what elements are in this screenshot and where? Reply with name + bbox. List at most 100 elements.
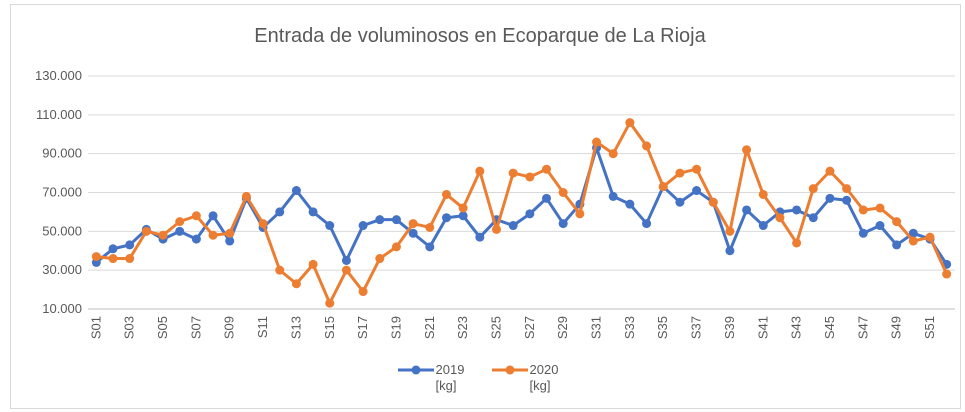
chart-border (10, 4, 961, 409)
point (125, 240, 135, 250)
point (358, 221, 368, 231)
point (458, 203, 468, 213)
y-tick-label: 30.000 (42, 262, 82, 277)
x-tick-label: S47 (855, 316, 870, 339)
x-tick-label: S49 (889, 316, 904, 339)
point (858, 228, 868, 238)
point (642, 141, 652, 151)
point (608, 149, 618, 159)
point (692, 186, 702, 196)
point (441, 213, 451, 223)
point (842, 195, 852, 205)
x-tick-label: S17 (355, 316, 370, 339)
point (658, 182, 668, 192)
point (942, 269, 952, 279)
legend-swatch (491, 365, 528, 375)
point (525, 209, 535, 219)
point (425, 222, 435, 232)
point (775, 213, 785, 223)
point (191, 211, 201, 221)
point (308, 207, 318, 217)
point (825, 193, 835, 203)
y-tick-label: 130.000 (35, 68, 82, 83)
point (425, 242, 435, 252)
x-tick-label: S23 (455, 316, 470, 339)
x-tick-label: S15 (322, 316, 337, 339)
point (208, 230, 218, 240)
x-tick-label: S35 (655, 316, 670, 339)
point (692, 164, 702, 174)
point (358, 287, 368, 297)
point (875, 203, 885, 213)
x-tick-label: S25 (488, 316, 503, 339)
point (508, 221, 518, 231)
x-tick-label: S27 (522, 316, 537, 339)
series-line (96, 121, 949, 305)
point (708, 197, 718, 207)
point (758, 221, 768, 231)
x-tick-label: S37 (689, 316, 704, 339)
point (391, 242, 401, 252)
x-tick-label: S51 (922, 316, 937, 339)
x-tick-label: S03 (122, 316, 137, 339)
legend-label: 2020 [kg] (529, 362, 559, 393)
x-tick-label: S19 (388, 316, 403, 339)
point (258, 219, 268, 229)
x-tick-label: S29 (555, 316, 570, 339)
point (375, 215, 385, 225)
point (858, 205, 868, 215)
point (742, 205, 752, 215)
point (742, 145, 752, 155)
x-tick-label: S41 (755, 316, 770, 339)
x-tick-label: S13 (288, 316, 303, 339)
point (141, 226, 151, 236)
point (375, 254, 385, 264)
point (608, 191, 618, 201)
point (925, 232, 935, 242)
point (542, 193, 552, 203)
point (792, 205, 802, 215)
point (225, 236, 235, 246)
point (341, 255, 351, 265)
legend-swatch (397, 365, 434, 375)
point (892, 240, 902, 250)
y-tick-label: 50.000 (42, 223, 82, 238)
point (642, 219, 652, 229)
point (291, 279, 301, 289)
legend-item: 2020 [kg] (490, 362, 570, 394)
point (408, 228, 418, 238)
x-tick-label: S07 (188, 316, 203, 339)
point (558, 188, 568, 197)
point (675, 197, 685, 207)
point (508, 168, 518, 178)
point (391, 215, 401, 225)
point (325, 298, 335, 308)
x-tick-label: S33 (622, 316, 637, 339)
point (208, 211, 218, 221)
point (625, 199, 635, 209)
point (525, 172, 535, 182)
y-tick-label: 10.000 (42, 301, 82, 316)
point (542, 164, 552, 174)
y-tick-label: 110.000 (36, 107, 82, 122)
point (808, 184, 818, 194)
point (725, 226, 735, 236)
legend-marker (411, 365, 420, 375)
point (892, 217, 902, 227)
point (842, 184, 852, 194)
point (825, 166, 835, 176)
point (792, 238, 802, 248)
point (175, 217, 185, 227)
point (558, 219, 568, 229)
legend-marker (505, 365, 514, 375)
y-tick-label: 90.000 (42, 146, 82, 161)
x-tick-label: S11 (255, 316, 270, 338)
point (191, 234, 201, 244)
point (325, 221, 335, 231)
point (275, 265, 285, 275)
point (592, 137, 602, 147)
y-tick-label: 70.000 (42, 185, 82, 200)
point (108, 254, 118, 264)
